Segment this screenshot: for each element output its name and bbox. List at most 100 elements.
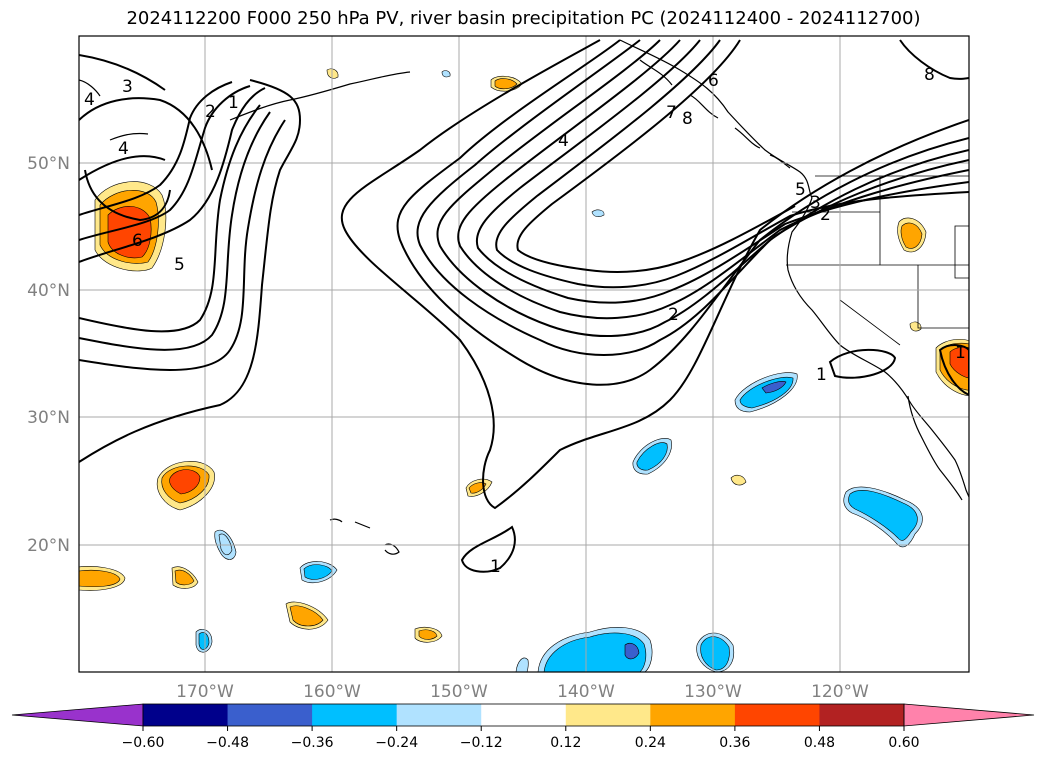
- pv-label-12: 8: [682, 109, 693, 129]
- precip-blob-neg-4-mid: [543, 632, 647, 672]
- precip-blob-147-mid: [468, 482, 487, 494]
- colorbar-ticks: −0.60 −0.48 −0.36 −0.24 −0.12 0.12 0.24 0.36 0.4…: [122, 726, 920, 751]
- colorbar-cell: [734, 704, 820, 726]
- pv-label-7: 5: [174, 255, 185, 275]
- colorbar-extend-low: [11, 703, 144, 727]
- colorbar-cells: [143, 704, 905, 726]
- lon-label-170: 170°W: [176, 682, 234, 702]
- border-idaho: [954, 225, 969, 279]
- colorbar-tick-label: −0.48: [206, 735, 249, 751]
- pv-label-16: 1: [816, 365, 827, 385]
- pv-contour-ring-7: [495, 39, 969, 289]
- pv-label-11: 7: [666, 103, 677, 123]
- precip-blob-130w: [730, 474, 747, 486]
- colorbar-tick-label: −0.60: [122, 735, 165, 751]
- lon-label-130: 130°W: [684, 682, 742, 702]
- pv-contours: [79, 39, 969, 573]
- precip-blob-neg-8-mid: [198, 632, 210, 650]
- pv-contour-ring-8: [516, 39, 796, 273]
- pv-label-4: 4: [118, 139, 129, 159]
- precip-blob-neg-1-high: [761, 381, 787, 394]
- precip-blob-neg-11: [441, 70, 451, 78]
- precip-blob-sw2-mid: [174, 569, 195, 586]
- pv-label-6: 6: [132, 231, 143, 251]
- precip-blob-910: [909, 321, 922, 332]
- pv-label-3: 1: [228, 93, 239, 113]
- pv-contour-w-1: [79, 87, 266, 263]
- pv-contour-ring-5: [457, 39, 969, 320]
- pv-contour-w-4: [79, 104, 261, 333]
- lat-label-30: 30°N: [27, 408, 70, 428]
- precip-blob-n1-mid: [494, 78, 518, 90]
- colorbar-cell: [819, 704, 905, 726]
- pv-contour-small-4: [899, 39, 969, 80]
- precip-blob-160s-mid: [289, 605, 324, 627]
- colorbar-cell: [143, 704, 229, 726]
- coast-aleutians: [229, 71, 411, 121]
- map-panel: [79, 36, 969, 672]
- colorbar: −0.60 −0.48 −0.36 −0.24 −0.12 0.12 0.24 0.36 0.4…: [11, 703, 1035, 751]
- coast-alaska-islands: [639, 59, 791, 169]
- colorbar-tick-label: 0.12: [550, 735, 581, 751]
- precip-blob-170-high: [169, 469, 201, 495]
- precip-blob-neg-9: [515, 657, 529, 672]
- precip-blob-neg-7-mid: [218, 533, 233, 556]
- precip-blob-ore-mid: [900, 222, 923, 249]
- pv-contour-w-7: [79, 79, 302, 463]
- colorbar-tick-label: 0.24: [635, 735, 666, 751]
- pv-label-18: 8: [924, 65, 935, 85]
- colorbar-cell: [227, 704, 313, 726]
- precip-blob-sw1-mid: [79, 569, 121, 588]
- colorbar-tick-label: 0.36: [719, 735, 750, 751]
- colorbar-tick-label: 0.48: [804, 735, 835, 751]
- colorbar-cell: [650, 704, 736, 726]
- coast-nwpac: [79, 79, 149, 141]
- map-frame: [78, 35, 970, 673]
- colorbar-cell: [396, 704, 482, 726]
- coast-westus: [786, 197, 969, 498]
- pv-label-14: 3: [810, 193, 821, 213]
- pv-label-15: 2: [820, 205, 831, 225]
- colorbar-tick-label: −0.12: [460, 735, 503, 751]
- pv-label-1: 3: [122, 77, 133, 97]
- pv-contour-w-8: [79, 97, 213, 171]
- map-title: 2024112200 F000 250 hPa PV, river basin …: [126, 8, 921, 29]
- lon-label-160: 160°W: [303, 682, 361, 702]
- lat-labels: 50°N 40°N 30°N 20°N: [27, 154, 70, 556]
- colorbar-tick-label: −0.24: [375, 735, 418, 751]
- colorbar-cell: [481, 704, 567, 726]
- precip-blob-neg-4-high: [624, 642, 640, 660]
- precip-shading: [79, 68, 969, 672]
- pv-label-5: 4: [84, 90, 95, 110]
- lon-label-140: 140°W: [557, 682, 615, 702]
- pv-label-2: 2: [205, 102, 216, 122]
- colorbar-cell: [312, 704, 398, 726]
- pv-label-13: 5: [795, 180, 806, 200]
- precip-blob-152-mid: [418, 629, 438, 640]
- pv-label-10: 6: [708, 71, 719, 91]
- lon-label-150: 150°W: [430, 682, 488, 702]
- precip-blob-neg-10: [591, 209, 605, 217]
- pv-contour-small-3: [938, 344, 969, 397]
- coast-alaska: [619, 39, 813, 199]
- coastlines: [79, 39, 969, 555]
- lat-label-40: 40°N: [27, 281, 70, 301]
- pv-contour-w-2: [79, 85, 251, 241]
- pv-contour-w-9: [79, 155, 166, 181]
- colorbar-cell: [565, 704, 651, 726]
- pv-contour-w-6: [79, 119, 286, 371]
- pv-contour-small-5: [84, 169, 171, 222]
- precip-blob-neg-3-mid: [848, 490, 918, 541]
- pv-contour-ring-2: [396, 39, 969, 386]
- pv-label-8: 4: [558, 131, 569, 151]
- pv-contour-ring-6: [475, 39, 969, 304]
- precip-blob-neg-2-mid: [636, 442, 668, 471]
- pv-contour-small-2: [828, 348, 897, 379]
- pv-label-9: 2: [668, 305, 679, 325]
- pv-label-17: 1: [490, 557, 501, 577]
- pv-label-19: 1: [955, 343, 966, 363]
- lat-label-50: 50°N: [27, 154, 70, 174]
- lon-labels: 170°W 160°W 150°W 140°W 130°W 120°W: [176, 682, 869, 702]
- coast-hawaii: [329, 518, 400, 555]
